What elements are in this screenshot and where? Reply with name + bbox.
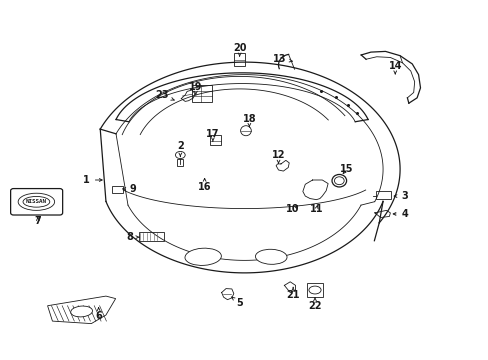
Text: 22: 22 (307, 298, 321, 311)
Text: 1: 1 (83, 175, 102, 185)
Text: 18: 18 (242, 114, 256, 127)
Text: 12: 12 (271, 150, 285, 163)
Text: 17: 17 (206, 129, 219, 141)
Ellipse shape (184, 248, 221, 265)
Text: 20: 20 (232, 43, 246, 56)
Ellipse shape (255, 249, 286, 264)
Text: 15: 15 (339, 164, 353, 174)
FancyBboxPatch shape (192, 85, 212, 102)
FancyBboxPatch shape (112, 186, 122, 193)
Text: 16: 16 (198, 179, 211, 192)
Text: 2: 2 (177, 141, 183, 157)
Ellipse shape (334, 177, 344, 185)
Text: 4: 4 (392, 209, 407, 219)
FancyBboxPatch shape (11, 189, 62, 215)
Text: 8: 8 (126, 232, 139, 242)
Text: 3: 3 (393, 191, 407, 201)
Ellipse shape (331, 175, 346, 187)
Text: 23: 23 (155, 90, 174, 100)
Bar (138, 232, 163, 241)
FancyBboxPatch shape (375, 192, 390, 199)
Text: NISSAN: NISSAN (26, 199, 47, 204)
Ellipse shape (23, 197, 50, 207)
Text: 10: 10 (286, 204, 299, 214)
Text: 9: 9 (122, 184, 136, 194)
FancyBboxPatch shape (233, 53, 245, 66)
Ellipse shape (71, 306, 92, 317)
FancyBboxPatch shape (177, 158, 183, 166)
Text: 5: 5 (231, 297, 243, 308)
Ellipse shape (175, 152, 185, 158)
FancyBboxPatch shape (306, 283, 323, 297)
Ellipse shape (240, 126, 251, 136)
Text: 14: 14 (387, 61, 401, 74)
Polygon shape (47, 296, 116, 324)
Text: 7: 7 (35, 216, 41, 226)
Text: 13: 13 (272, 54, 292, 64)
Text: 19: 19 (189, 82, 202, 95)
Text: 21: 21 (286, 287, 299, 300)
Text: 6: 6 (95, 308, 102, 321)
Text: 11: 11 (309, 204, 323, 214)
Ellipse shape (308, 286, 321, 294)
FancyBboxPatch shape (210, 135, 221, 145)
Ellipse shape (18, 193, 55, 210)
